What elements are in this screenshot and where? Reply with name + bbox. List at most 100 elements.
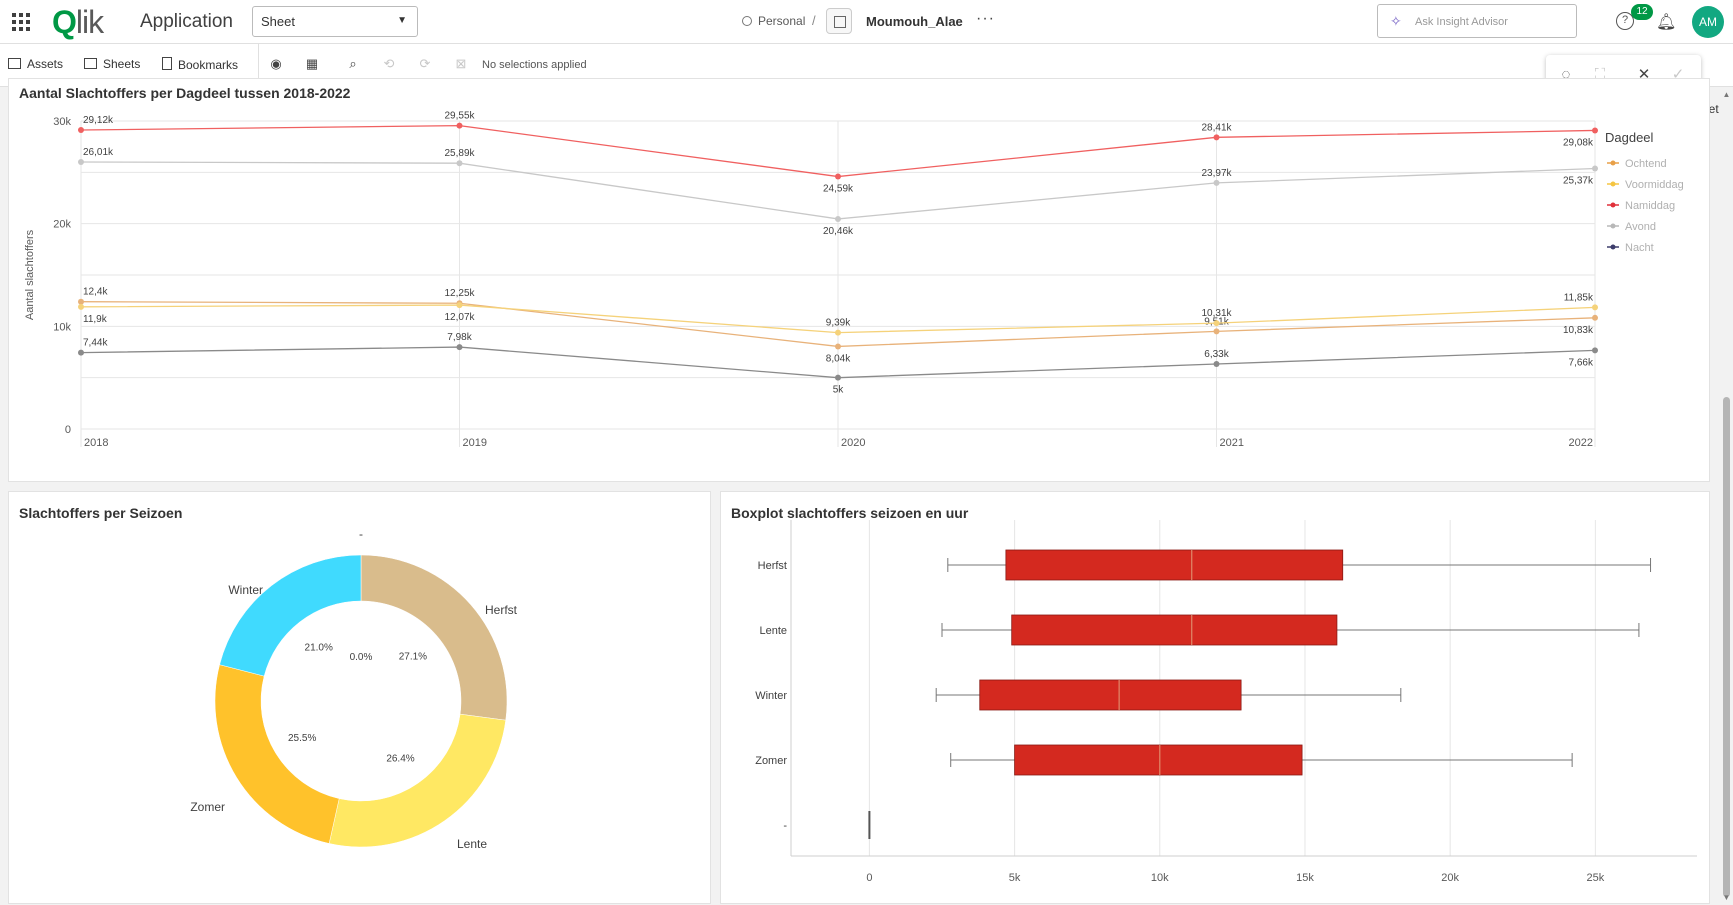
- data-label: 6,33k: [1204, 349, 1229, 360]
- breadcrumb-personal[interactable]: Personal: [742, 14, 805, 28]
- legend-title: Dagdeel: [1605, 130, 1654, 145]
- page-scrollbar[interactable]: ▲ ▼: [1720, 87, 1733, 904]
- assets-button[interactable]: Assets: [8, 57, 63, 71]
- app-grid-icon[interactable]: [12, 13, 30, 31]
- donut-slice-herfst: [360, 554, 508, 721]
- legend-item-avond: Avond: [1625, 221, 1656, 233]
- top-bar: Qlik Application Sheet ▼ Personal / Moum…: [0, 0, 1733, 44]
- smart-search-icon[interactable]: ⌕: [349, 56, 357, 71]
- more-options-icon[interactable]: ···: [976, 10, 995, 27]
- scroll-down-icon[interactable]: ▼: [1722, 893, 1731, 902]
- scroll-thumb[interactable]: [1723, 397, 1730, 897]
- data-label: 11,9k: [83, 314, 108, 325]
- slice-category-label: Lente: [457, 837, 487, 851]
- sheet-dropdown[interactable]: Sheet ▼: [252, 6, 418, 37]
- data-point: [1592, 127, 1598, 134]
- slice-category-label: Winter: [228, 583, 263, 597]
- data-label: 5k: [833, 385, 845, 396]
- insights-icon[interactable]: ▦: [305, 56, 319, 71]
- legend-marker: [1610, 181, 1616, 187]
- line-chart-panel: Aantal Slachtoffers per Dagdeel tussen 2…: [8, 78, 1710, 482]
- x-tick-label: 20k: [1441, 872, 1459, 884]
- y-tick-label: 20k: [53, 219, 71, 231]
- step-back-icon[interactable]: ⟲: [383, 56, 395, 71]
- data-point: [78, 127, 84, 134]
- x-tick-label: 5k: [1009, 872, 1021, 884]
- donut-chart-panel: Slachtoffers per Seizoen 0.0% - 27.1% Herfs…: [8, 491, 711, 904]
- line-chart[interactable]: 0 10k 20k 30k 2018 2019 2020 2021 2022 Aantal sla…: [9, 79, 1711, 483]
- box-herfst: [1005, 549, 1344, 581]
- sheet-dropdown-value: Sheet: [261, 14, 295, 29]
- data-label: 12,4k: [83, 287, 108, 298]
- box-zomer: [1014, 744, 1303, 776]
- person-icon: [742, 16, 752, 26]
- data-label: 23,97k: [1201, 168, 1232, 179]
- insight-advisor-placeholder: Ask Insight Advisor: [1415, 16, 1508, 28]
- data-point: [835, 329, 841, 336]
- help-icon[interactable]: ?: [1616, 12, 1634, 30]
- line-chart-title: Aantal Slachtoffers per Dagdeel tussen 2…: [19, 85, 351, 101]
- donut-slice-zomer: [214, 664, 340, 844]
- bookmarks-label: Bookmarks: [178, 58, 239, 72]
- slice-percent-label: 26.4%: [386, 754, 414, 765]
- data-label: 20,46k: [823, 226, 854, 237]
- data-point: [1592, 314, 1598, 321]
- bookmark-icon: [162, 57, 172, 70]
- data-point: [835, 215, 841, 222]
- x-tick-label: 25k: [1586, 872, 1604, 884]
- breadcrumb-separator: /: [812, 13, 816, 28]
- breadcrumb-personal-label: Personal: [758, 14, 806, 28]
- legend-item-voormiddag: Voormiddag: [1625, 179, 1684, 191]
- x-tick-label: 2020: [841, 437, 865, 449]
- bell-icon[interactable]: 🔔︎: [1656, 14, 1677, 31]
- data-point: [835, 374, 841, 381]
- data-point: [1592, 347, 1598, 354]
- data-label: 28,41k: [1201, 122, 1232, 133]
- slice-category-label: Zomer: [190, 800, 225, 814]
- data-label: 7,98k: [447, 332, 472, 343]
- data-label: 24,59k: [823, 184, 854, 195]
- data-point: [835, 343, 841, 350]
- data-point: [456, 122, 463, 129]
- bookmarks-button[interactable]: Bookmarks: [162, 57, 238, 72]
- sheets-label: Sheets: [103, 57, 141, 71]
- data-point: [456, 302, 463, 309]
- toolbar-divider: [258, 44, 259, 87]
- y-category-label: -: [783, 820, 787, 832]
- x-tick-label: 2022: [1569, 437, 1593, 449]
- panel-icon: [8, 58, 21, 69]
- chevron-down-icon: ▼: [397, 15, 407, 26]
- scroll-up-icon[interactable]: ▲: [1722, 90, 1731, 99]
- data-point: [1592, 165, 1598, 172]
- donut-chart[interactable]: 0.0% - 27.1% Herfst 26.4% Lente 25.5% Zomer 21.0…: [9, 492, 712, 905]
- boxplot-chart[interactable]: 0 5k 10k 15k 20k 25k Herfst Lente Winter Zomer -: [721, 492, 1711, 905]
- lasso-icon[interactable]: ◌: [1561, 66, 1571, 83]
- eye-icon[interactable]: ◉: [270, 56, 282, 71]
- selection-menu-icon[interactable]: ⛶: [1594, 66, 1606, 83]
- slice-category-label: Herfst: [485, 603, 518, 617]
- y-category-label: Winter: [755, 690, 787, 702]
- donut-chart-title: Slachtoffers per Seizoen: [19, 505, 183, 521]
- data-label: 8,04k: [826, 353, 851, 364]
- sheets-button[interactable]: Sheets: [84, 57, 140, 71]
- data-label: 7,44k: [83, 338, 108, 349]
- data-point: [1213, 179, 1220, 186]
- data-point: [1213, 328, 1220, 335]
- legend-item-ochtend: Ochtend: [1625, 158, 1667, 170]
- donut-slice-winter: [219, 554, 362, 677]
- qlik-logo[interactable]: Qlik: [52, 4, 104, 40]
- data-label: 10,83k: [1563, 325, 1594, 336]
- data-label: 25,89k: [444, 148, 475, 159]
- x-tick-label: 2021: [1220, 437, 1244, 449]
- app-icon: [826, 8, 852, 34]
- user-avatar[interactable]: AM: [1692, 6, 1724, 38]
- slice-percent-label: 21.0%: [305, 642, 333, 653]
- data-label: 12,07k: [444, 312, 475, 323]
- data-label: 11,85k: [1564, 292, 1594, 303]
- clear-selections-icon[interactable]: ⊠: [455, 56, 467, 71]
- data-label: 26,01k: [83, 147, 114, 158]
- insight-advisor-search[interactable]: ✧ Ask Insight Advisor: [1377, 4, 1577, 38]
- data-label: 29,08k: [1563, 137, 1594, 148]
- breadcrumb-app-name[interactable]: Moumouh_Alae: [866, 14, 963, 29]
- step-forward-icon[interactable]: ⟳: [419, 56, 431, 71]
